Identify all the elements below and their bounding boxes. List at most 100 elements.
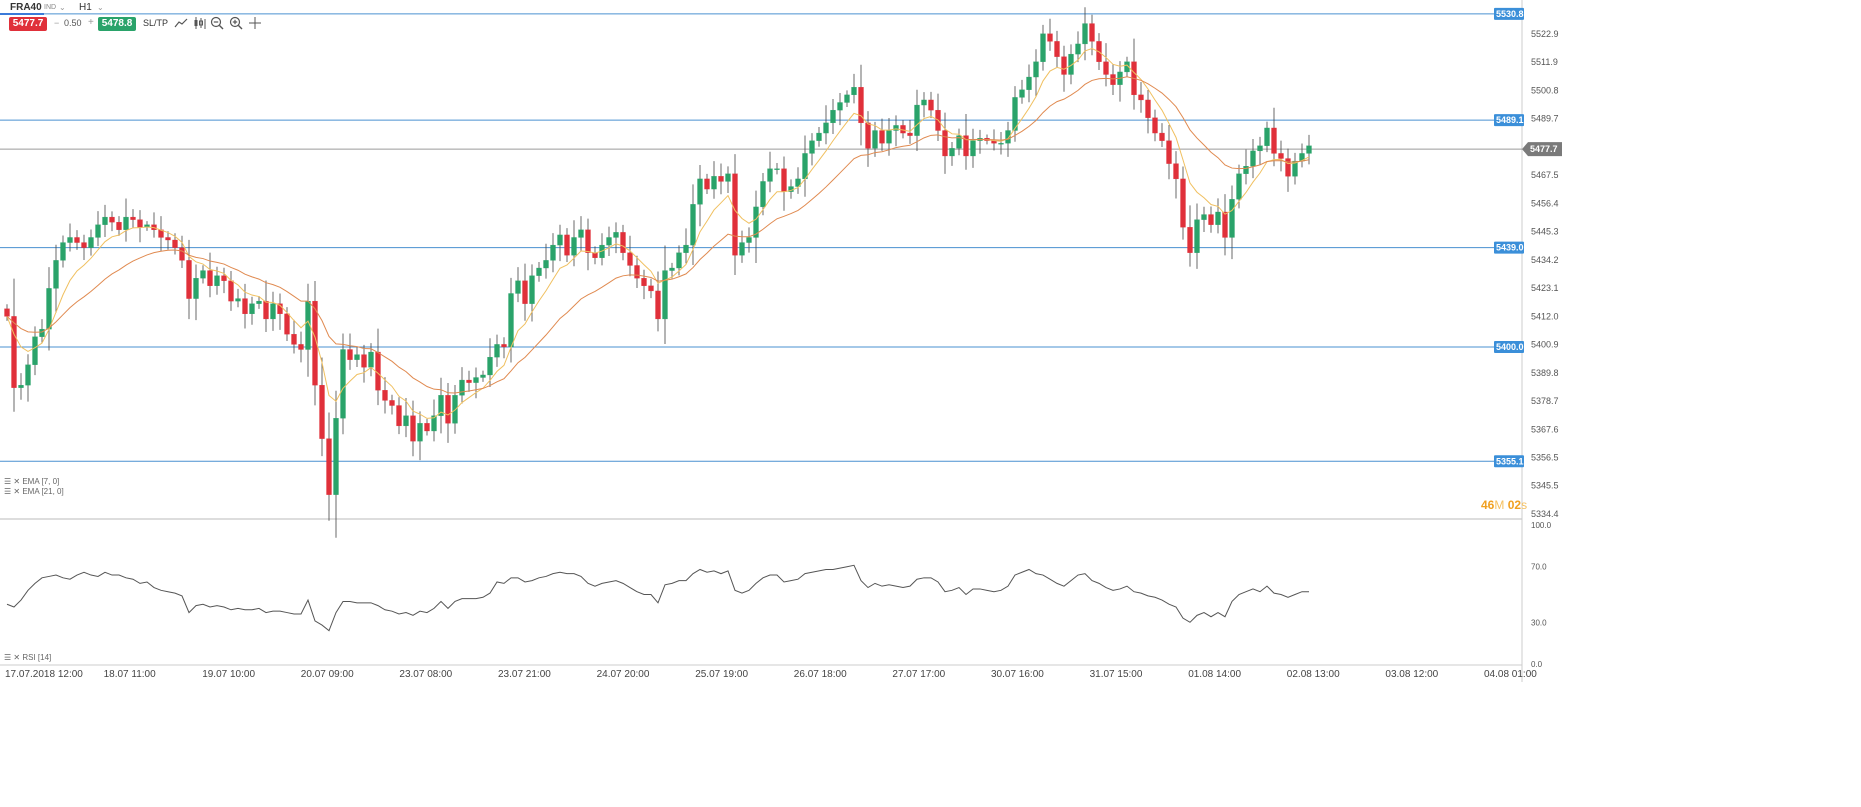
candle-body [886,130,892,144]
bullish-candle [200,265,206,284]
candle-body [970,140,976,157]
ema-slow-legend[interactable]: ☰ ✕ EMA [21, 0] [4,487,64,496]
candle-body [921,99,927,106]
level-label-bg [1494,114,1524,127]
menu-icon[interactable]: ☰ [4,477,12,486]
candle-body [1033,61,1039,78]
bearish-candle [382,377,388,414]
crosshair-icon[interactable] [248,16,262,30]
timer-minutes: 46 [1481,498,1495,512]
menu-icon[interactable]: ☰ [4,653,12,662]
bullish-candle [809,133,815,166]
bullish-candle [949,142,955,166]
bullish-candle [473,367,479,399]
ema-fast-legend[interactable]: ☰ ✕ EMA [7, 0] [4,477,59,486]
candle-body [1229,199,1235,238]
bearish-candle [732,154,738,276]
buy-button[interactable]: 5478.8 [98,17,136,31]
candle-body [823,122,829,134]
bullish-candle [1257,136,1263,165]
sell-button[interactable]: 5477.7 [9,17,47,31]
candle-body [207,270,213,286]
candle-body [74,237,80,243]
ema-fast-label: EMA [7, 0] [22,477,60,486]
candle-body [648,285,654,292]
candle-body [1159,132,1165,141]
menu-icon[interactable]: ☰ [4,487,12,496]
rsi-legend[interactable]: ☰ ✕ RSI [14] [4,653,51,662]
candle-body [424,423,430,432]
sl-tp-button[interactable]: SL/TP [143,18,169,28]
symbol-label[interactable]: FRA40 [10,2,42,13]
candle-body [585,229,591,253]
time-tick-label: 24.07 20:00 [597,669,650,680]
timer-minutes-suffix: M [1494,498,1505,512]
candle-body [1250,150,1256,167]
bullish-candle [1012,86,1018,142]
bullish-candle [606,226,612,256]
candle-body [739,242,745,256]
close-icon[interactable]: ✕ [13,487,21,496]
bullish-candle [403,398,409,438]
bullish-candle [823,105,829,145]
timeframe-chevron-down-icon[interactable]: ⌄ [97,3,104,12]
spread-decrease-button[interactable]: − [54,18,60,28]
time-tick-label: 04.08 01:00 [1484,669,1537,680]
level-label-bg [1494,455,1524,468]
candle-body [942,130,948,157]
timeframe-selector[interactable]: H1 [79,2,92,13]
close-icon[interactable]: ✕ [13,653,21,662]
bearish-candle [592,246,598,265]
bullish-candle [739,230,745,263]
close-icon[interactable]: ✕ [13,477,21,486]
chevron-down-icon[interactable]: ⌄ [59,3,66,12]
candle-body [606,237,612,246]
bearish-candle [1222,194,1228,256]
chart-area[interactable]: 5522.95511.95500.85489.75478.65467.55456… [0,0,1568,682]
zoom-out-icon[interactable] [210,16,224,30]
candles [4,7,1312,538]
price-tick-label: 5489.7 [1531,114,1559,124]
candle-body [522,280,528,304]
bullish-candle [1040,24,1046,71]
bearish-candle [312,280,318,406]
bearish-candle [935,93,941,142]
candle-body [298,344,304,350]
price-tick-label: 5500.8 [1531,85,1559,95]
bullish-candle [746,227,752,253]
candle-body [263,300,269,320]
candle-body [767,168,773,182]
price-chart[interactable]: 5522.95511.95500.85489.75478.65467.55456… [0,0,1568,682]
candle-body [284,313,290,335]
candle-body [347,349,353,360]
bullish-candle [543,243,549,279]
candle-body [802,153,808,180]
candle-body [179,247,185,261]
candle-body [529,275,535,304]
bearish-candle [396,397,402,435]
rsi-line [6,564,1309,632]
candle-body [53,260,59,289]
bearish-candle [361,344,367,383]
bullish-candle [32,326,38,376]
bullish-candle [578,216,584,252]
candle-body [1173,163,1179,180]
bearish-candle [1159,123,1165,148]
zoom-in-icon[interactable] [229,16,243,30]
bearish-candle [942,112,948,174]
bullish-candle [1026,64,1032,103]
bearish-candle [963,114,969,170]
spread-increase-button[interactable]: + [88,17,94,28]
bearish-candle [109,211,115,232]
candle-body [872,130,878,149]
bearish-candle [1166,124,1172,180]
bullish-candle [88,229,94,256]
rsi-tick-label: 100.0 [1531,521,1552,530]
bearish-candle [879,118,885,151]
candles-icon[interactable] [193,16,207,30]
candle-body [193,278,199,299]
line-chart-icon[interactable] [174,16,188,30]
candle-body [1138,94,1144,101]
bearish-candle [641,269,647,300]
candle-body [95,224,101,238]
